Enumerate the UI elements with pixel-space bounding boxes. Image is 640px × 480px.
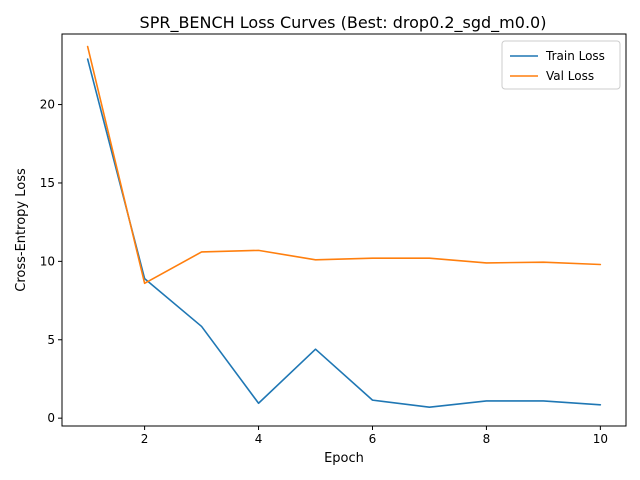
- y-axis-ticks: 0 5 10 15 20: [40, 98, 62, 425]
- y-tick-label: 15: [40, 176, 55, 190]
- series-line-train-loss: [86, 58, 602, 408]
- x-tick-label: 10: [593, 432, 608, 446]
- y-axis-label: Cross-Entropy Loss: [14, 168, 29, 292]
- plot-area: [62, 34, 626, 426]
- y-tick-label: 10: [40, 254, 55, 268]
- x-axis-label: Epoch: [324, 451, 364, 466]
- y-tick-label: 5: [47, 333, 55, 347]
- series-line-val-loss: [86, 45, 602, 285]
- chart-title: SPR_BENCH Loss Curves (Best: drop0.2_sgd…: [140, 13, 547, 33]
- x-tick-label: 4: [255, 432, 263, 446]
- legend: Train Loss Val Loss: [501, 40, 621, 90]
- legend-box: [501, 40, 621, 90]
- legend-label: Val Loss: [546, 69, 594, 83]
- y-tick-label: 20: [40, 98, 55, 112]
- x-axis-ticks: 2 4 6 8 10: [141, 426, 608, 446]
- plot-frame: [61, 33, 627, 427]
- legend-label: Train Loss: [545, 49, 605, 63]
- series-layer: [86, 45, 602, 408]
- x-tick-label: 6: [369, 432, 377, 446]
- y-tick-label: 0: [47, 411, 55, 425]
- x-tick-label: 8: [483, 432, 491, 446]
- x-tick-label: 2: [141, 432, 149, 446]
